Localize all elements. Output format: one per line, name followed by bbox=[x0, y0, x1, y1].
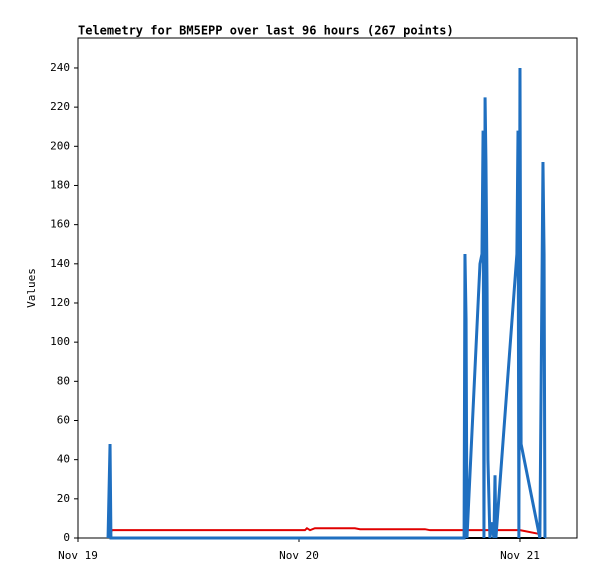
x-tick-label: Nov 20 bbox=[279, 549, 319, 562]
series-line bbox=[109, 526, 541, 536]
y-tick-label: 220 bbox=[50, 100, 70, 113]
y-tick-label: 20 bbox=[57, 492, 70, 505]
y-tick-label: 80 bbox=[57, 374, 70, 387]
y-axis-label: Values bbox=[25, 268, 38, 308]
y-tick-label: 140 bbox=[50, 257, 70, 270]
y-tick-label: 200 bbox=[50, 139, 70, 152]
y-tick-label: 0 bbox=[63, 531, 70, 544]
y-tick-label: 40 bbox=[57, 453, 70, 466]
y-tick-label: 240 bbox=[50, 61, 70, 74]
y-tick-label: 160 bbox=[50, 218, 70, 231]
series-line bbox=[106, 67, 547, 540]
chart-title: Telemetry for BM5EPP over last 96 hours … bbox=[78, 24, 454, 38]
x-tick-label: Nov 19 bbox=[58, 549, 98, 562]
y-tick-label: 60 bbox=[57, 413, 70, 426]
y-tick-label: 180 bbox=[50, 178, 70, 191]
y-tick-label: 100 bbox=[50, 335, 70, 348]
x-tick-label: Nov 21 bbox=[500, 549, 540, 562]
y-tick-label: 120 bbox=[50, 296, 70, 309]
